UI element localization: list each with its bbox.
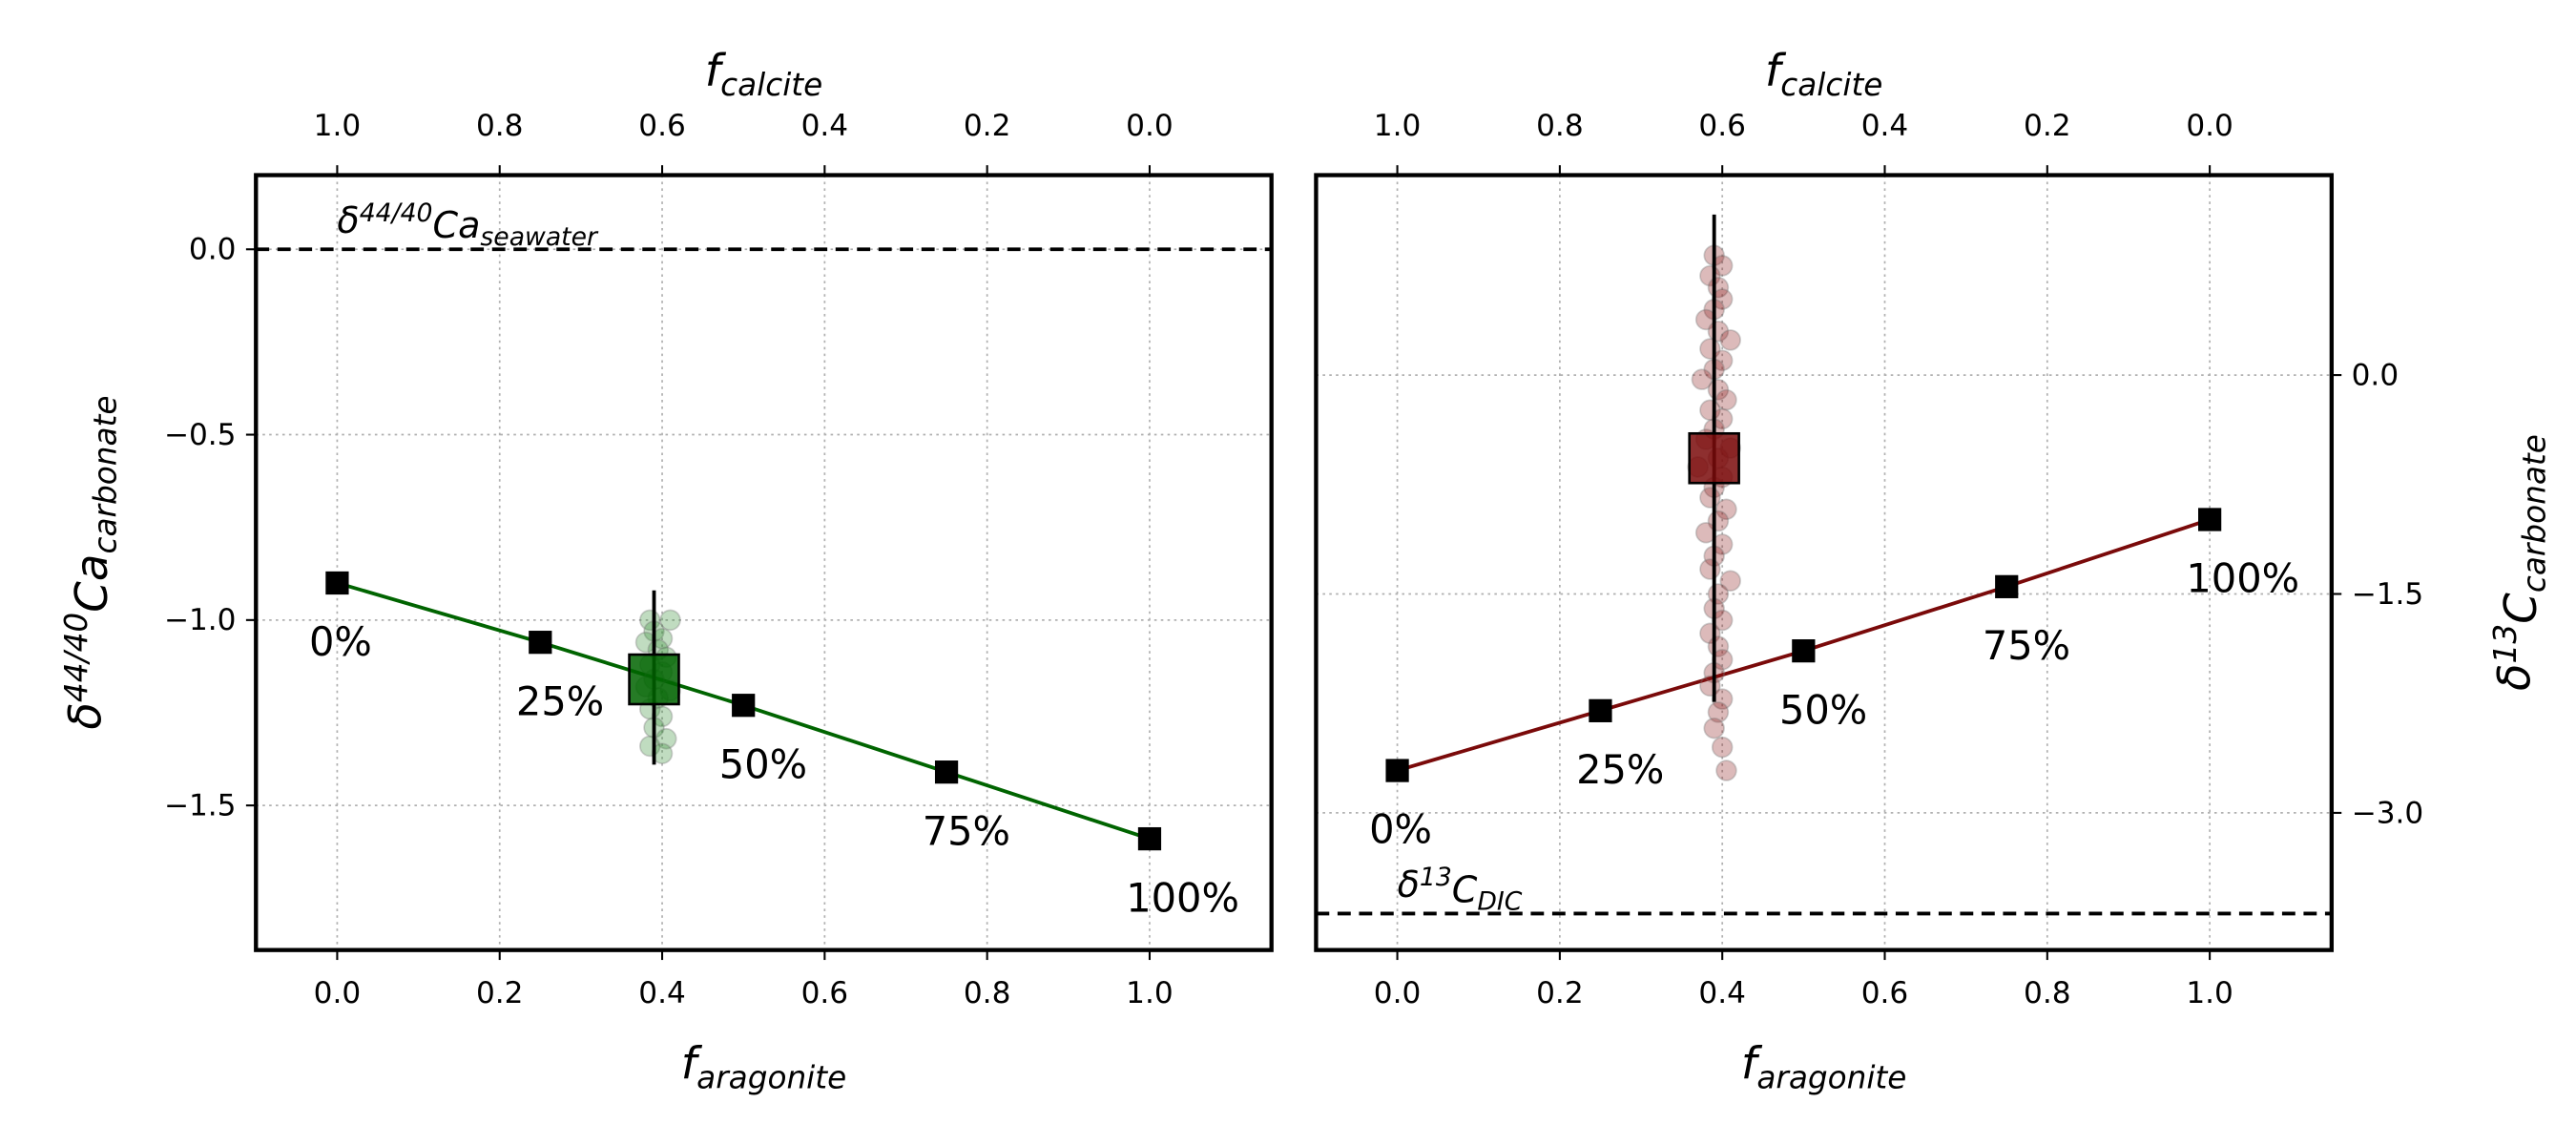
reference-label-sub: DIC	[1477, 886, 1522, 916]
scatter-point	[1707, 701, 1730, 723]
y-axis-label-pre: δ	[2490, 663, 2542, 691]
x-tick-label: 0.4	[1698, 976, 1746, 1010]
point-label: 0%	[1369, 806, 1432, 853]
x-tick-label: 1.0	[2186, 976, 2233, 1010]
x2-tick-label: 0.6	[638, 109, 686, 143]
scatter-point	[655, 727, 677, 750]
x-axis-label-sub: aragonite	[696, 1060, 846, 1096]
scatter-point	[1703, 717, 1725, 739]
scatter-point	[1719, 329, 1741, 351]
x2-axis-label: fcalcite	[1765, 46, 1883, 103]
x-tick-label: 0.0	[314, 976, 362, 1010]
reference-label-main: C	[1452, 868, 1478, 910]
x2-tick-label: 0.8	[1536, 109, 1584, 143]
reference-label-sup: 13	[1420, 863, 1452, 892]
x2-tick-label: 0.4	[1861, 109, 1909, 143]
y-axis-label: δ44/40Cacarbonate	[58, 396, 124, 730]
x-tick-label: 0.6	[1861, 976, 1909, 1010]
y-axis-label-sup: 13	[2487, 624, 2524, 664]
reference-label-main: Ca	[433, 204, 481, 246]
x-tick-label: 1.0	[1126, 976, 1174, 1010]
scatter-point	[1699, 558, 1721, 580]
mean-marker	[628, 653, 680, 706]
x-tick-label: 0.8	[964, 976, 1011, 1010]
y-axis-label-sub: carbonate	[88, 396, 124, 554]
x-axis-label-sub: aragonite	[1756, 1060, 1906, 1096]
reference-label: δ13CDIC	[1398, 863, 1523, 916]
scatter-point	[1715, 388, 1737, 411]
point-label: 100%	[2186, 555, 2299, 602]
reference-label: δ44/40Caseawater	[337, 198, 599, 252]
x2-axis-label-sub: calcite	[720, 67, 822, 103]
point-label: 100%	[1126, 874, 1239, 921]
y-tick-label: 0.0	[189, 233, 237, 267]
y-tick-label: 0.0	[2352, 358, 2399, 392]
x2-tick-label: 0.8	[476, 109, 524, 143]
y-axis-label-sup: 44/40	[58, 613, 94, 702]
scatter-point	[1711, 736, 1734, 759]
x2-tick-label: 0.6	[1698, 109, 1746, 143]
x-tick-label: 0.0	[1374, 976, 1422, 1010]
y-axis-label-main: C	[2496, 593, 2547, 624]
x-axis-label: faragonite	[681, 1039, 846, 1096]
mean-marker	[1688, 431, 1740, 485]
x-tick-label: 0.6	[801, 976, 849, 1010]
mixing-point	[732, 694, 756, 718]
y-tick-label: −1.5	[164, 789, 237, 823]
mixing-point	[934, 760, 959, 784]
y-axis-label-sub: carbonate	[2517, 434, 2553, 593]
reference-label-pre: δ	[337, 199, 359, 241]
x-tick-label: 0.8	[2024, 976, 2071, 1010]
reference-label-sub: seawater	[480, 222, 599, 252]
x2-tick-label: 1.0	[1374, 109, 1422, 143]
point-label: 0%	[309, 618, 372, 665]
y-axis-label: δ13Ccarbonate	[2487, 434, 2553, 691]
point-label: 25%	[516, 677, 604, 724]
point-label: 75%	[1983, 622, 2070, 669]
point-label: 50%	[1779, 686, 1867, 733]
point-label: 75%	[923, 807, 1010, 854]
x-tick-label: 0.2	[1536, 976, 1584, 1010]
y-tick-label: −3.0	[2352, 796, 2424, 830]
x-tick-label: 0.4	[638, 976, 686, 1010]
mixing-point	[1995, 574, 2019, 598]
x-axis-label: faragonite	[1741, 1039, 1906, 1096]
mixing-point	[2198, 508, 2222, 531]
y-axis-label-pre: δ	[61, 702, 113, 730]
x2-tick-label: 0.2	[2024, 109, 2071, 143]
mixing-point	[1137, 826, 1162, 851]
mixing-point	[1792, 639, 1816, 663]
axes-frame	[1314, 173, 2335, 952]
x2-tick-label: 0.4	[801, 109, 849, 143]
x2-tick-label: 0.0	[2186, 109, 2233, 143]
scatter-point	[1715, 760, 1737, 781]
x2-axis-label: fcalcite	[705, 46, 823, 103]
scatter-point	[1719, 570, 1741, 592]
x2-tick-label: 1.0	[314, 109, 362, 143]
x2-tick-label: 0.2	[964, 109, 1011, 143]
reference-label-pre: δ	[1398, 864, 1420, 906]
mixing-point	[1589, 698, 1612, 722]
scatter-point	[1691, 368, 1714, 390]
mixing-point	[1385, 759, 1409, 782]
reference-label-sup: 44/40	[360, 198, 433, 228]
axes-frame	[254, 173, 1274, 952]
x2-axis-label-sub: calcite	[1780, 67, 1882, 103]
point-label: 50%	[719, 740, 807, 787]
y-tick-label: −1.0	[164, 603, 237, 637]
scatter-point	[659, 609, 681, 632]
x-tick-label: 0.2	[476, 976, 524, 1010]
point-label: 25%	[1576, 746, 1664, 793]
mixing-point	[325, 571, 349, 595]
scatter-point	[1715, 498, 1737, 521]
x2-tick-label: 0.0	[1126, 109, 1174, 143]
mixing-point	[529, 631, 552, 655]
y-axis-label-main: Ca	[67, 554, 118, 613]
y-tick-label: −1.5	[2352, 577, 2424, 612]
y-tick-label: −0.5	[164, 418, 237, 452]
